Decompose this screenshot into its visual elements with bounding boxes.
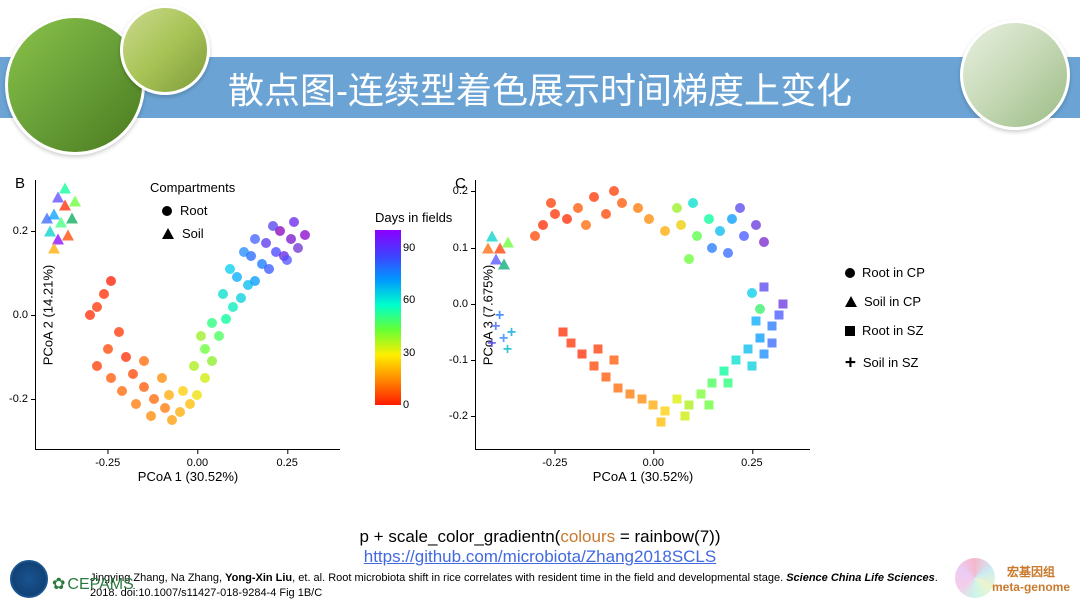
legend-soil-icon (162, 228, 174, 239)
charts-row: B PCoA 2 (14.21%)PCoA 1 (30.52%)-0.20.00… (35, 180, 1060, 450)
plot-area-c: PCoA 3 (7.675%)PCoA 1 (30.52%)-0.2-0.10.… (475, 180, 810, 450)
github-link[interactable]: https://github.com/microbiota/Zhang2018S… (0, 547, 1080, 567)
logo-metagenome-icon (955, 558, 995, 598)
type-legend: Root in CPSoil in CPRoot in SZ+Soil in S… (845, 265, 955, 387)
chart-panel-c: C PCoA 3 (7.675%)PCoA 1 (30.52%)-0.2-0.1… (475, 180, 945, 450)
legend-root-icon (162, 206, 172, 216)
chart-panel-b: B PCoA 2 (14.21%)PCoA 1 (30.52%)-0.20.00… (35, 180, 465, 450)
compartments-legend: Compartments Root Soil (150, 180, 235, 241)
panel-letter-b: B (15, 175, 25, 192)
colorbar: Days in fields 0306090 (375, 210, 452, 405)
logo-cepams: CEPAMS (52, 574, 134, 594)
decor-photo-3 (960, 20, 1070, 130)
legend-soil-label: Soil (182, 226, 204, 241)
footer: p + scale_color_gradientn(colours = rain… (0, 527, 1080, 600)
code-line: p + scale_color_gradientn(colours = rain… (0, 527, 1080, 547)
legend-root-label: Root (180, 203, 207, 218)
compartments-title: Compartments (150, 180, 235, 195)
decor-photo-2 (120, 5, 210, 95)
logo-cas-icon (10, 560, 48, 598)
colorbar-title: Days in fields (375, 210, 452, 225)
citation: Jingying Zhang, Na Zhang, Yong-Xin Liu, … (90, 571, 950, 600)
colorbar-gradient: 0306090 (375, 230, 401, 405)
logo-metagenome: 宏基因组meta-genome (992, 563, 1070, 594)
